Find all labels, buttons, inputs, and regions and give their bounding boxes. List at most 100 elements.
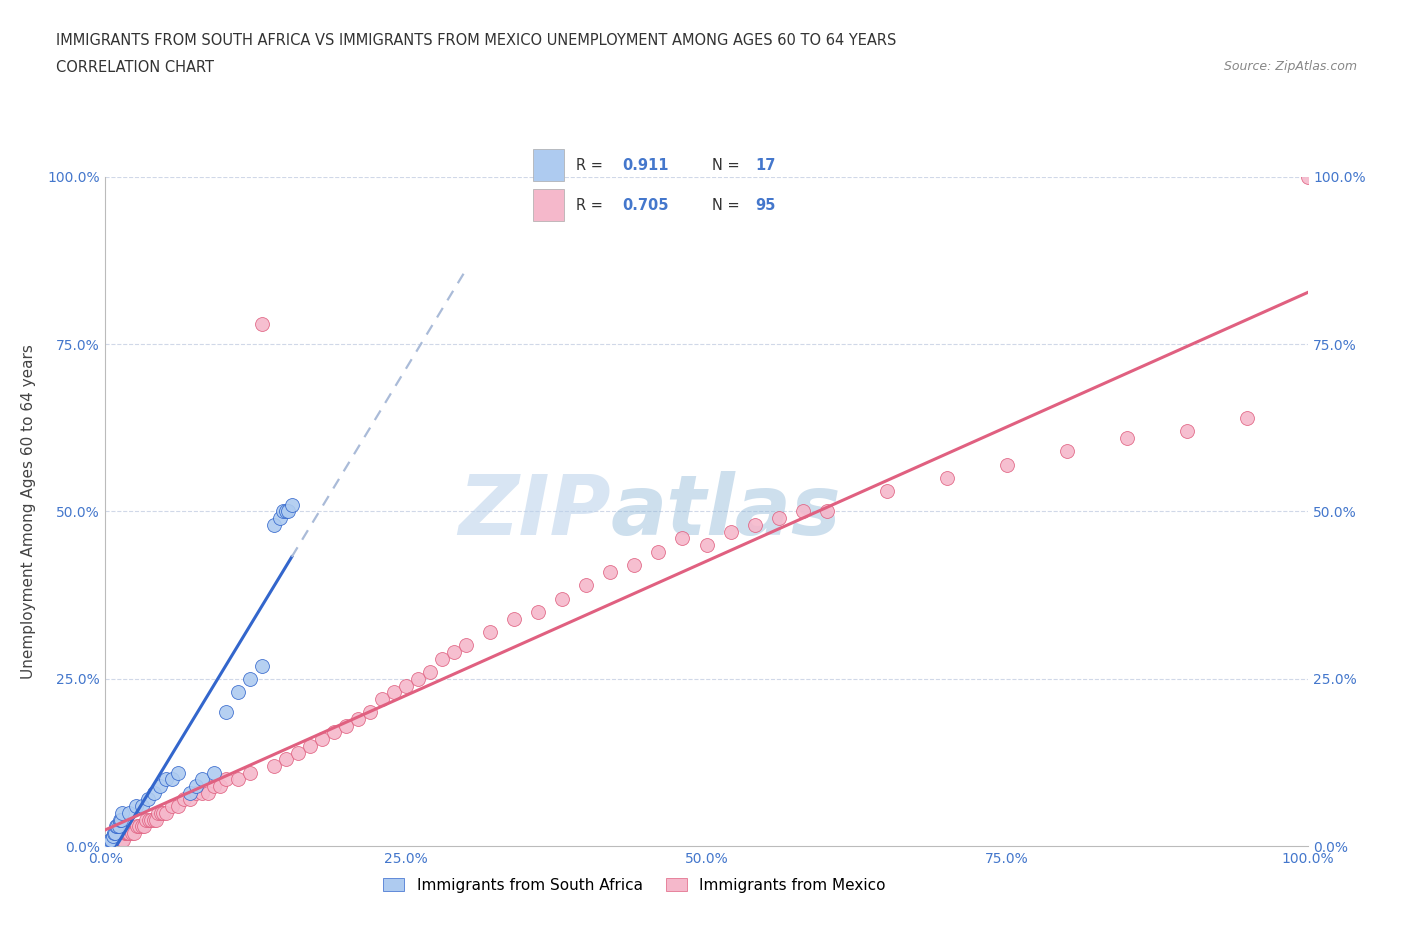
Point [98,839,121,854]
Point [1056,444,1078,458]
Point [145,812,167,827]
Point [269,511,291,525]
Point [100,832,122,847]
Point [103,835,125,850]
Point [347,711,370,726]
Point [671,531,693,546]
Point [101,839,124,854]
Point [104,835,127,850]
Text: atlas: atlas [610,471,841,552]
Point [97,839,120,854]
Point [335,718,357,733]
Point [936,471,959,485]
Text: R =: R = [576,198,607,213]
Point [792,504,814,519]
Point [139,812,162,827]
Point [503,611,526,626]
Point [395,678,418,693]
Point [190,785,212,800]
Point [179,792,201,807]
Point [101,829,124,844]
Text: 95: 95 [755,198,776,213]
Point [184,785,207,800]
Text: 0.911: 0.911 [623,158,669,173]
Point [263,759,285,774]
Point [135,812,157,827]
Point [124,826,146,841]
Point [274,751,297,766]
Point [121,826,143,841]
Point [274,504,297,519]
Point [239,765,262,780]
Point [190,772,212,787]
Point [112,832,135,847]
Point [287,745,309,760]
Point [214,772,236,787]
Point [454,638,477,653]
Point [115,826,138,841]
FancyBboxPatch shape [533,190,564,221]
Point [142,785,165,800]
Point [371,692,394,707]
Point [1236,410,1258,425]
Point [226,772,249,787]
Point [202,778,225,793]
Point [623,558,645,573]
Text: 0.705: 0.705 [623,198,669,213]
Point [107,832,129,847]
Point [125,818,148,833]
Point [131,818,153,833]
Point [111,805,134,820]
Point [720,525,742,539]
Point [108,832,131,847]
Point [311,732,333,747]
Point [197,785,219,800]
Point [359,705,381,720]
Point [138,812,160,827]
Point [97,839,120,854]
Point [214,705,236,720]
Point [100,839,122,854]
Point [166,799,188,814]
Point [96,839,118,854]
Point [298,738,321,753]
Text: CORRELATION CHART: CORRELATION CHART [56,60,214,75]
Point [277,504,299,519]
Point [179,785,201,800]
Point [202,765,225,780]
Point [696,538,718,552]
Point [142,812,165,827]
Point [768,511,790,525]
Point [443,644,465,659]
Point [132,818,155,833]
Point [281,498,304,512]
Point [273,504,295,519]
Point [599,565,621,579]
Text: N =: N = [711,158,744,173]
Point [114,826,136,841]
Point [118,826,141,841]
Point [136,792,159,807]
Point [1296,169,1319,184]
Point [263,517,285,532]
Point [166,765,188,780]
Point [110,812,132,827]
Point [103,826,125,841]
Point [98,835,121,850]
Point [98,839,121,854]
Point [160,799,183,814]
Point [744,517,766,532]
Point [104,826,127,841]
Text: N =: N = [711,198,744,213]
Point [155,805,177,820]
Point [406,671,429,686]
Point [226,684,249,699]
Point [551,591,574,606]
FancyBboxPatch shape [533,149,564,181]
Point [815,504,838,519]
Point [148,805,170,820]
Text: 17: 17 [755,158,776,173]
Text: ZIP: ZIP [458,471,610,552]
Point [527,604,550,619]
Point [155,772,177,787]
